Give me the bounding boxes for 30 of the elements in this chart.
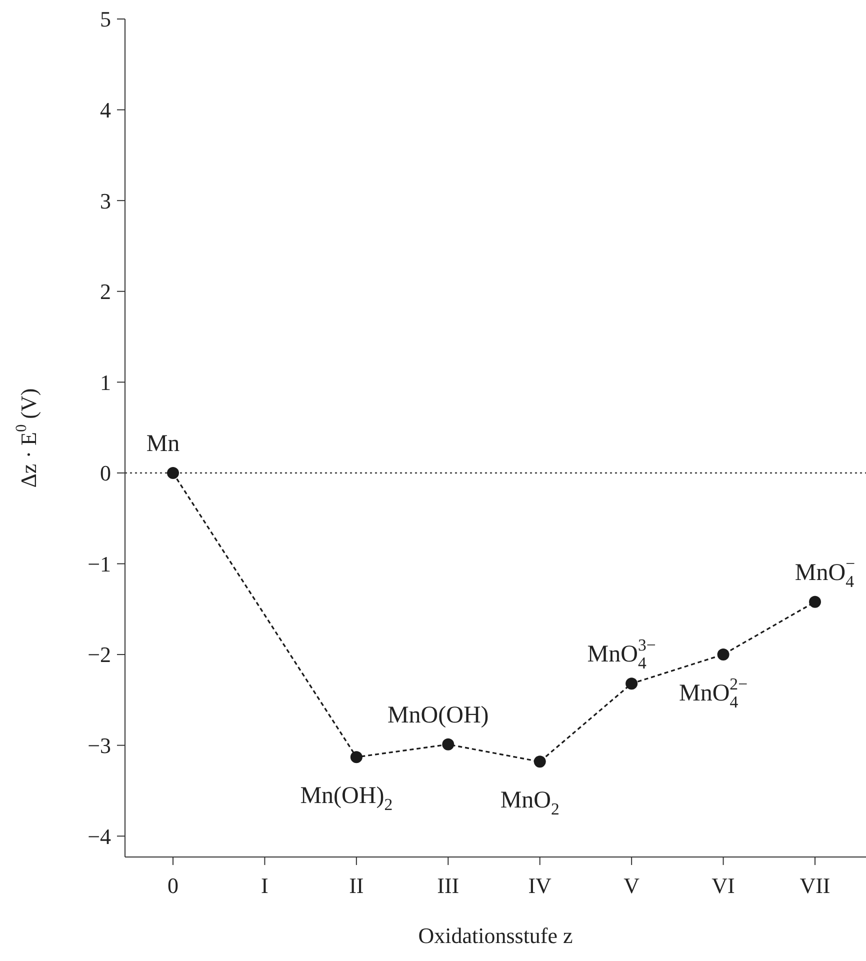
y-tick-label: −3 (88, 733, 111, 758)
point (442, 738, 454, 750)
y-tick-label: 0 (100, 460, 111, 486)
annotation: MnO(OH) (387, 702, 489, 728)
x-tick-label: II (349, 873, 364, 898)
point (167, 466, 179, 479)
y-tick-label: 4 (100, 97, 111, 122)
y-tick-label: 3 (100, 188, 111, 214)
point (717, 648, 730, 661)
x-tick-label: 0 (168, 873, 178, 898)
point (809, 596, 821, 608)
point (626, 678, 638, 690)
x-tick-label: IV (528, 873, 552, 898)
annotation: MnO$_{2}$ (500, 788, 560, 819)
annotation: Mn (146, 430, 180, 457)
y-tick-label: −4 (88, 824, 111, 849)
point (534, 756, 546, 768)
point (350, 751, 362, 764)
x-axis-title: Oxidationsstufe z (418, 923, 574, 948)
y-tick-label: 2 (100, 279, 111, 304)
y-tick-label: 5 (100, 6, 111, 32)
x-tick-label: V (624, 873, 640, 898)
x-tick-label: VII (800, 873, 830, 898)
x-tick-label: III (437, 873, 460, 898)
y-tick-label: −1 (88, 551, 111, 576)
x-tick-label: I (261, 873, 268, 898)
annotation: Mn(OH)$_{2}$ (300, 783, 393, 814)
x-tick-label: VI (712, 873, 735, 898)
y-tick-label: −2 (88, 642, 111, 668)
y-tick-label: 1 (100, 370, 111, 395)
